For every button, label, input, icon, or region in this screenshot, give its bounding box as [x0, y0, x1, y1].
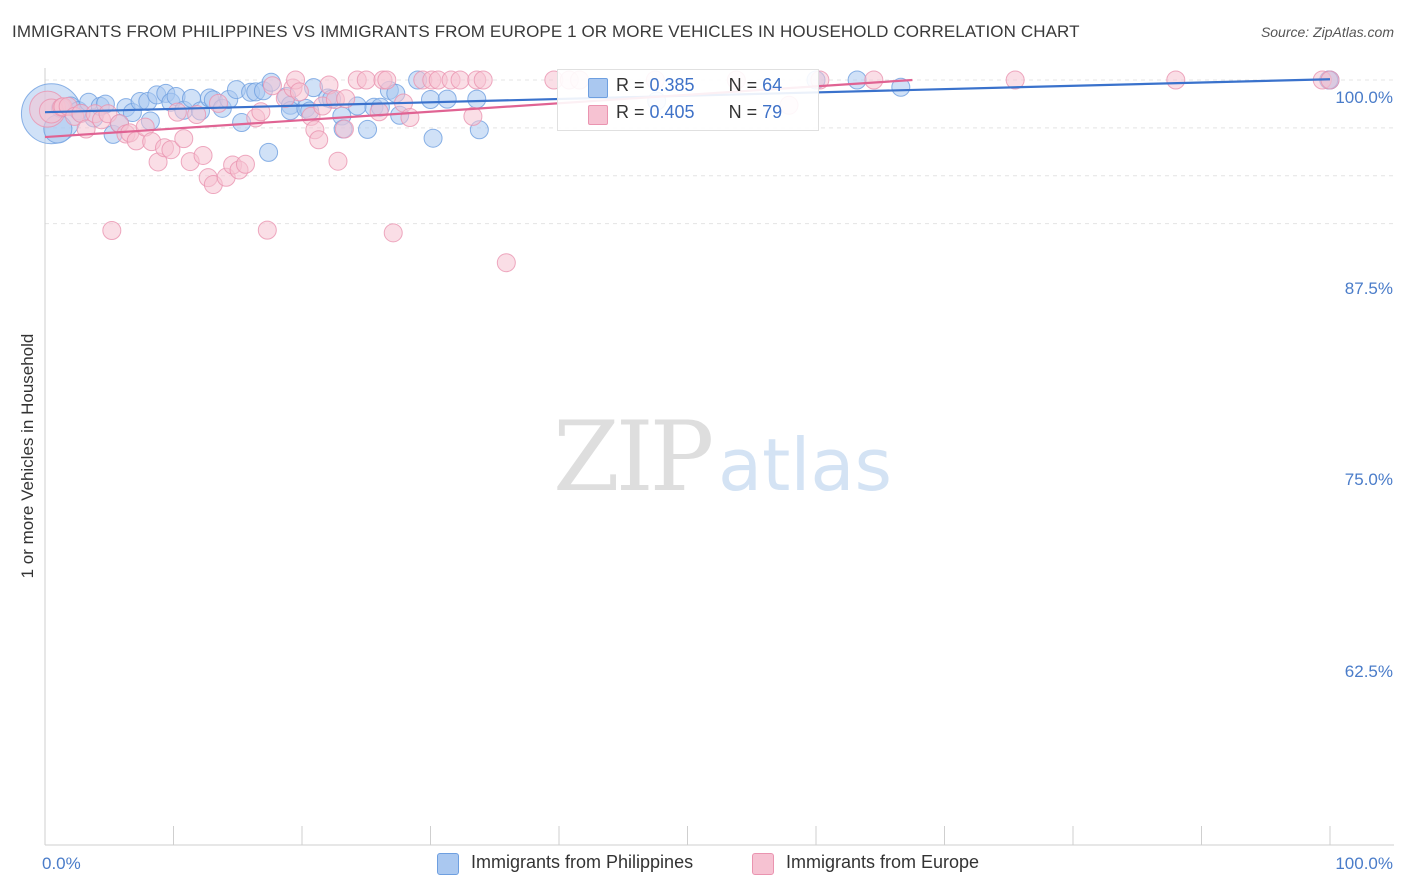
scatter-point	[423, 128, 443, 148]
x-tick-label-min: 0.0%	[42, 854, 81, 873]
scatter-point	[193, 145, 213, 165]
watermark-zip: ZIP	[553, 401, 712, 513]
scatter-point	[467, 89, 487, 109]
legend-r-key: R =	[616, 75, 650, 95]
series-legend-philippines[interactable]: Immigrants from Philippines	[437, 852, 694, 875]
y-tick-label-100: 100.0%	[1335, 88, 1393, 107]
legend-swatch-philippines	[588, 78, 608, 98]
scatter-point	[257, 220, 277, 240]
scatter-point	[473, 70, 493, 90]
scatter-point	[421, 90, 440, 110]
chart-title: IMMIGRANTS FROM PHILIPPINES VS IMMIGRANT…	[12, 22, 1080, 41]
legend-row-europe: R = 0.405 N = 79	[588, 102, 783, 126]
series-swatch-philippines	[437, 853, 459, 875]
scatter-point	[1005, 70, 1025, 90]
series-legend-europe[interactable]: Immigrants from Europe	[752, 852, 980, 875]
scatter-point	[102, 221, 122, 241]
legend-r-value: 0.405	[649, 102, 695, 122]
scatter-point	[334, 119, 354, 139]
scatter-point	[259, 142, 279, 162]
legend-r-key: R =	[616, 102, 650, 122]
x-tick-label-max: 100.0%	[1335, 854, 1393, 873]
legend-n-value: 64	[762, 75, 783, 95]
scatter-point	[262, 76, 282, 96]
watermark-atlas: atlas	[718, 423, 892, 507]
stats-legend: R = 0.385 N = 64 R = 0.405 N = 79	[557, 69, 819, 131]
y-tick-label-62-5: 62.5%	[1345, 662, 1393, 681]
tick-labels: 0.0% 100.0% 100.0% 87.5% 75.0% 62.5%	[42, 88, 1393, 873]
legend-swatch-europe	[588, 105, 608, 125]
scatter-point	[174, 129, 194, 149]
scatter-point	[358, 119, 378, 139]
legend-n-key: N =	[728, 102, 763, 122]
series-name-philippines: Immigrants from Philippines	[471, 852, 694, 872]
legend-row-philippines: R = 0.385 N = 64	[588, 75, 783, 99]
scatter-point	[369, 102, 389, 122]
scatter-point	[864, 70, 884, 90]
scatter-point	[891, 77, 911, 97]
watermark: ZIP atlas	[553, 401, 892, 513]
legend-n-key: N =	[728, 75, 763, 95]
source-label: Source: ZipAtlas.com	[1260, 24, 1394, 40]
data-points	[20, 70, 1340, 273]
scatter-point	[496, 253, 516, 273]
scatter-point	[437, 89, 457, 109]
legend-n-value: 79	[762, 102, 783, 122]
scatter-point	[383, 223, 403, 243]
axes	[44, 68, 1394, 846]
legend-r-value: 0.385	[649, 75, 695, 95]
scatter-point	[187, 104, 207, 124]
scatter-point	[208, 93, 228, 113]
scatter-point	[328, 151, 348, 171]
scatter-point	[235, 154, 255, 174]
scatter-point	[167, 102, 187, 122]
scatter-point	[309, 130, 329, 150]
scatter-point	[847, 70, 867, 90]
scatter-point	[1166, 70, 1186, 90]
scatter-point	[450, 70, 470, 90]
series-swatch-europe	[752, 853, 774, 875]
scatter-point	[356, 70, 376, 90]
scatter-point	[161, 140, 181, 160]
y-tick-label-75: 75.0%	[1345, 470, 1393, 489]
scatter-point	[400, 108, 420, 128]
scatter-point	[463, 106, 483, 126]
series-name-europe: Immigrants from Europe	[786, 852, 980, 872]
y-tick-label-87-5: 87.5%	[1345, 279, 1393, 298]
scatter-point	[289, 82, 309, 102]
scatter-point	[377, 70, 397, 90]
